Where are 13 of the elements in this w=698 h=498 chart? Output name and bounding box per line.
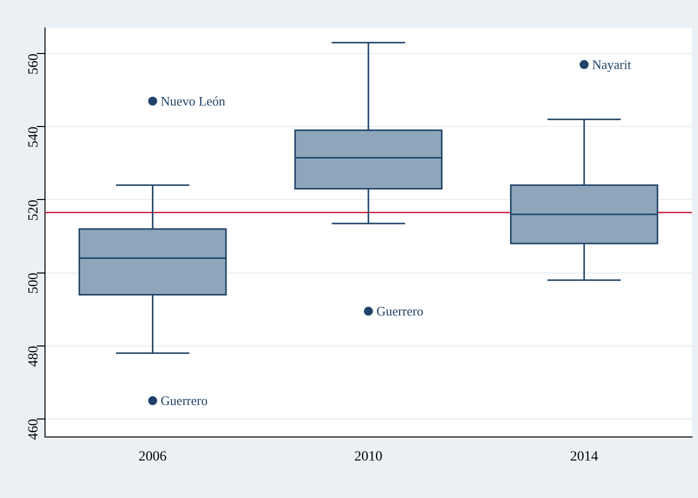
x-tick-label: 2014 [570, 449, 598, 464]
x-tick-label: 2006 [138, 449, 167, 464]
annotation: Guerrero [376, 304, 424, 319]
y-tick-label: 500 [26, 272, 42, 294]
y-tick-label: 560 [26, 54, 42, 75]
y-tick-label: 540 [26, 126, 42, 148]
y-tick-label: 460 [26, 418, 42, 440]
x-tick-label: 2010 [354, 449, 382, 464]
y-tick-label: 520 [26, 200, 42, 221]
annotation: Nuevo León [160, 93, 226, 108]
annotation: Guerrero [160, 393, 208, 408]
y-tick-label: 480 [26, 346, 42, 367]
annotation: Nayarit [592, 56, 632, 72]
